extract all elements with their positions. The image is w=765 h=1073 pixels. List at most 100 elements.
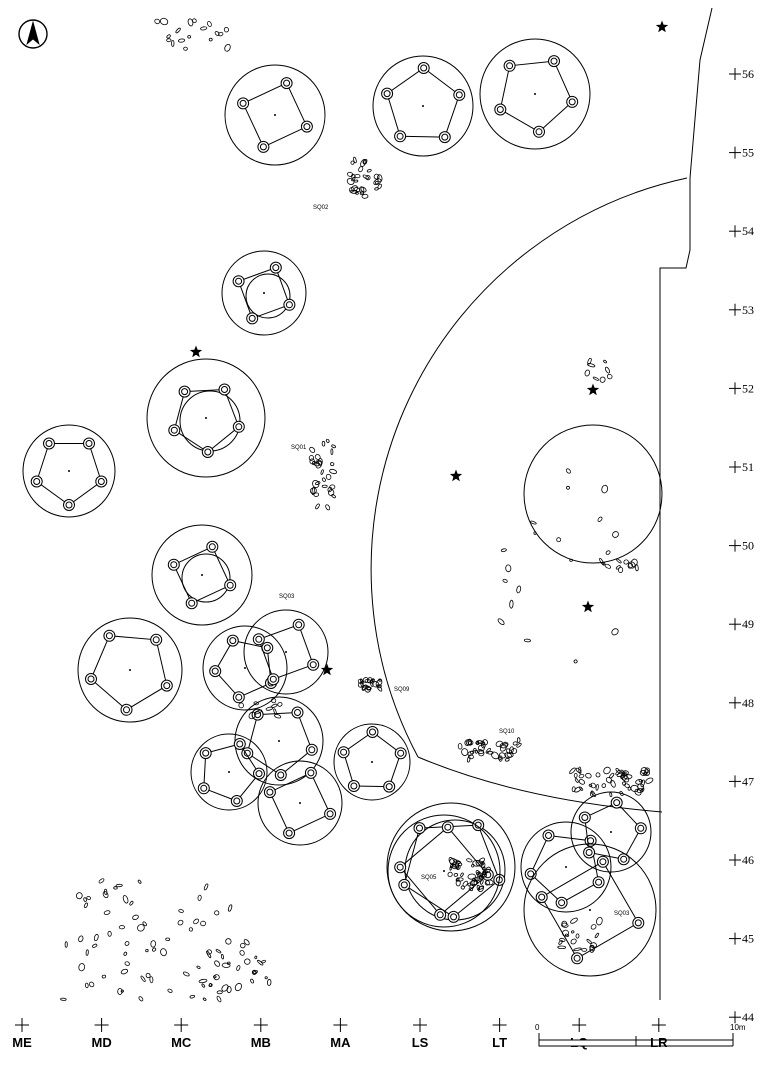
svg-text:46: 46 — [742, 853, 754, 867]
stone-mark — [113, 886, 118, 890]
stone-mark — [453, 873, 459, 877]
stone-mark — [575, 767, 581, 774]
stone-mark — [573, 947, 582, 952]
row-label-47: 47 — [729, 774, 754, 788]
stone-mark — [467, 882, 472, 887]
stone-mark — [124, 961, 130, 966]
stone-mark — [78, 935, 84, 943]
stone-mark — [330, 448, 334, 455]
stone-mark — [584, 369, 591, 377]
row-label-45: 45 — [729, 932, 754, 946]
dwelling-pit — [523, 843, 657, 977]
stone-mark — [197, 894, 202, 901]
stone-mark — [177, 38, 186, 43]
stone-mark — [516, 742, 522, 748]
stone-mark — [138, 996, 144, 1002]
stone-mark — [325, 504, 331, 511]
stone-mark — [570, 938, 577, 945]
stone-mark — [466, 858, 473, 863]
stone-mark — [251, 969, 257, 975]
stone-mark — [574, 778, 579, 783]
row-label-53: 53 — [729, 303, 754, 317]
stone-mark — [215, 949, 222, 954]
stone-mark — [349, 187, 355, 193]
stone-mark — [478, 885, 485, 890]
column-label-ls: LS — [412, 1018, 429, 1050]
stone-mark — [465, 739, 474, 746]
stone-mark — [533, 531, 537, 535]
stone-mark — [202, 997, 207, 1001]
stone-mark — [561, 920, 568, 927]
stone-mark — [561, 922, 569, 928]
stone-mark — [486, 750, 494, 755]
stone-mark — [482, 739, 488, 746]
stone-mark — [601, 484, 609, 494]
stone-mark — [449, 858, 458, 866]
stone-mark — [482, 871, 487, 875]
stone-mark — [363, 158, 368, 164]
stone-mark — [495, 740, 503, 748]
stone-mark — [314, 454, 321, 460]
stone-mark — [274, 713, 282, 719]
stone-mark — [196, 965, 201, 969]
stone-mark — [140, 975, 146, 982]
pit-circle — [523, 424, 663, 564]
stone-mark — [64, 941, 68, 948]
stone-mark — [592, 376, 599, 381]
stone-mark — [624, 783, 631, 789]
star-icon — [449, 469, 463, 482]
stone-mark — [239, 950, 245, 956]
stone-mark — [575, 933, 580, 939]
stone-mark — [201, 983, 206, 988]
stone-mark — [603, 359, 607, 364]
stone-mark — [376, 174, 383, 183]
stone-mark — [640, 787, 645, 793]
stone-mark — [187, 35, 192, 39]
stone-mark — [589, 944, 595, 953]
row-label-49: 49 — [729, 617, 754, 631]
stone-mark — [328, 489, 335, 496]
row-grid-labels: 56 55 54 53 52 51 50 49 48 47 46 45 44 — [729, 67, 754, 1024]
stone-mark — [216, 995, 222, 1003]
stone-mark — [149, 976, 154, 984]
stone-mark — [93, 933, 99, 942]
stone-mark — [308, 455, 315, 461]
svg-text:51: 51 — [742, 460, 754, 474]
stone-mark — [167, 988, 173, 993]
stone-mark — [454, 862, 460, 870]
stone-mark — [182, 971, 190, 977]
stone-mark — [329, 468, 338, 475]
stone-mark — [257, 959, 264, 966]
stone-mark — [165, 937, 171, 942]
stone-mark — [102, 891, 109, 899]
stone-mark — [120, 989, 124, 993]
stone-mark — [497, 618, 505, 626]
stone-mark — [511, 748, 518, 755]
stone-mark — [265, 706, 273, 711]
svg-text:44: 44 — [742, 1010, 754, 1024]
stone-mark — [313, 492, 320, 497]
row-label-46: 46 — [729, 853, 754, 867]
dwelling-pit — [257, 760, 343, 846]
stone-mark — [115, 883, 123, 888]
stone-mark — [599, 376, 606, 383]
stone-mark — [603, 766, 611, 775]
stone-mark — [475, 741, 480, 745]
stone-mark — [604, 563, 612, 569]
column-label-mb: MB — [251, 1018, 271, 1050]
svg-text:LR: LR — [650, 1035, 668, 1050]
stone-mark — [485, 747, 491, 754]
svg-text:47: 47 — [742, 774, 754, 788]
stone-mark — [468, 754, 474, 760]
star-icon — [189, 345, 203, 358]
stone-mark — [623, 559, 629, 565]
stone-mark — [478, 885, 484, 893]
stone-mark — [612, 531, 619, 538]
stone-mark — [85, 949, 89, 956]
stone-mark — [474, 876, 481, 882]
stone-mark — [556, 537, 562, 543]
stone-mark — [466, 756, 471, 763]
label-sq09: SQ09 — [394, 687, 410, 693]
stone-mark — [509, 599, 514, 609]
